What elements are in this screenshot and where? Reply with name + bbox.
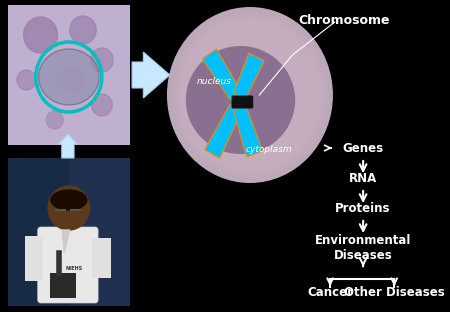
Circle shape xyxy=(70,16,96,44)
Circle shape xyxy=(23,17,58,53)
FancyArrow shape xyxy=(58,134,77,158)
Bar xyxy=(92,238,111,278)
FancyBboxPatch shape xyxy=(232,95,253,109)
Text: Other Diseases: Other Diseases xyxy=(344,286,445,300)
Bar xyxy=(8,5,130,145)
Ellipse shape xyxy=(51,190,87,210)
Polygon shape xyxy=(234,53,264,99)
Circle shape xyxy=(48,186,90,230)
Ellipse shape xyxy=(186,46,295,154)
Text: Cancer: Cancer xyxy=(307,286,353,300)
Circle shape xyxy=(176,17,324,173)
Text: NIEHS: NIEHS xyxy=(65,266,82,271)
Text: Proteins: Proteins xyxy=(335,202,391,215)
Polygon shape xyxy=(132,52,170,98)
Ellipse shape xyxy=(56,66,86,92)
Polygon shape xyxy=(205,105,242,158)
Circle shape xyxy=(17,70,36,90)
Bar xyxy=(8,158,130,306)
Circle shape xyxy=(167,7,333,183)
Ellipse shape xyxy=(39,49,99,105)
Bar xyxy=(24,236,43,281)
Text: Chromosome: Chromosome xyxy=(298,14,390,27)
Polygon shape xyxy=(234,106,263,157)
Text: nucleus: nucleus xyxy=(197,77,232,86)
Circle shape xyxy=(181,22,319,168)
FancyBboxPatch shape xyxy=(38,227,98,303)
Text: RNA: RNA xyxy=(349,172,377,184)
Bar xyxy=(50,273,76,298)
Circle shape xyxy=(171,12,328,178)
Text: Environmental
Diseases: Environmental Diseases xyxy=(315,234,411,262)
Polygon shape xyxy=(62,230,70,253)
Text: Genes: Genes xyxy=(342,142,384,154)
Text: cytoplasm: cytoplasm xyxy=(246,145,292,154)
Circle shape xyxy=(91,94,112,116)
Circle shape xyxy=(46,111,63,129)
Circle shape xyxy=(90,48,113,72)
Bar xyxy=(8,158,69,306)
Polygon shape xyxy=(202,49,241,100)
